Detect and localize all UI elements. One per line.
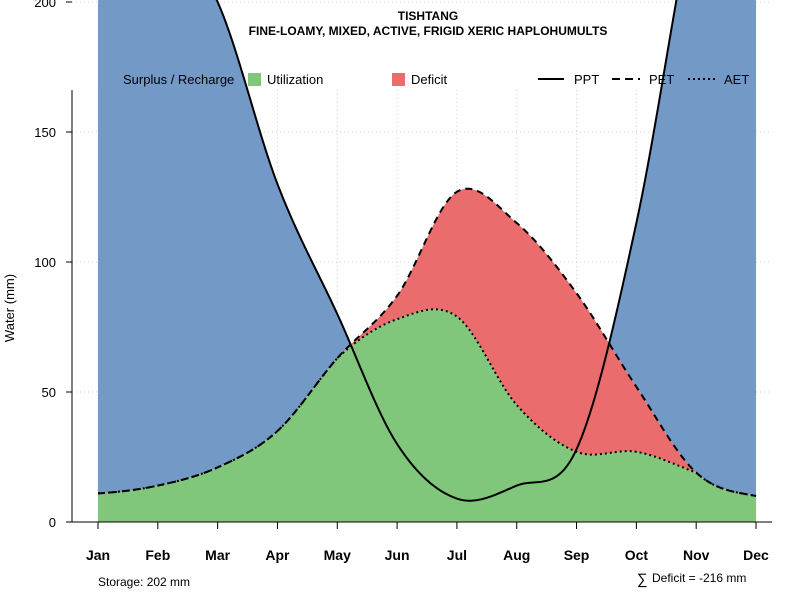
x-tick-label-may: May [324,547,351,563]
pet-line [97,187,757,497]
y-tick-label-100: 100 [34,255,56,270]
legend-swatch-utilization [248,73,261,86]
x-tick-label-jan: Jan [86,547,110,563]
storage-annotation: Storage: 202 mm [98,575,190,589]
y-tick-label-0: 0 [49,515,56,530]
x-tick-label-sep: Sep [564,547,590,563]
x-axis: Jan Feb Mar Apr May Jun Jul Aug Sep Oct Nov Dec [86,522,769,563]
x-tick-label-apr: Apr [265,547,290,563]
legend-label-pet: PET [649,72,674,87]
y-tick-label-50: 50 [42,385,56,400]
y-tick-label-150: 150 [34,125,56,140]
utilization-area [98,309,756,522]
chart-title: TISHTANG [398,9,458,23]
x-tick-label-jul: Jul [447,547,467,563]
y-axis-label: Water (mm) [2,274,17,342]
x-tick-label-jun: Jun [385,547,410,563]
legend-swatch-deficit [392,73,405,86]
x-tick-label-oct: Oct [625,547,649,563]
legend-swatch-surplus [104,73,117,86]
x-tick-label-dec: Dec [743,547,769,563]
chart-subtitle: FINE-LOAMY, MIXED, ACTIVE, FRIGID XERIC … [249,24,608,38]
y-axis: 050100150200250300 [34,0,72,530]
y-tick-label-200: 200 [34,0,56,10]
ppt-line [215,0,678,502]
x-tick-label-aug: Aug [503,547,530,563]
legend-label-aet: AET [724,72,749,87]
legend-label-deficit: Deficit [411,72,448,87]
surplus-recharge-area [98,0,756,496]
plot-area [98,0,756,522]
legend-label-ppt: PPT [574,72,599,87]
x-tick-label-mar: Mar [205,547,230,563]
deficit-sum-icon: ∑ [637,571,648,588]
x-tick-label-feb: Feb [145,547,170,563]
x-tick-label-nov: Nov [683,547,710,563]
legend-label-surplus: Surplus / Recharge [123,72,234,87]
deficit-annotation: Deficit = -216 mm [652,571,746,585]
legend-label-utilization: Utilization [267,72,323,87]
series-lines [97,0,757,502]
deficit-area [98,188,756,496]
legend: Surplus / Recharge Utilization Deficit P… [104,72,749,87]
aet-line [97,308,757,497]
